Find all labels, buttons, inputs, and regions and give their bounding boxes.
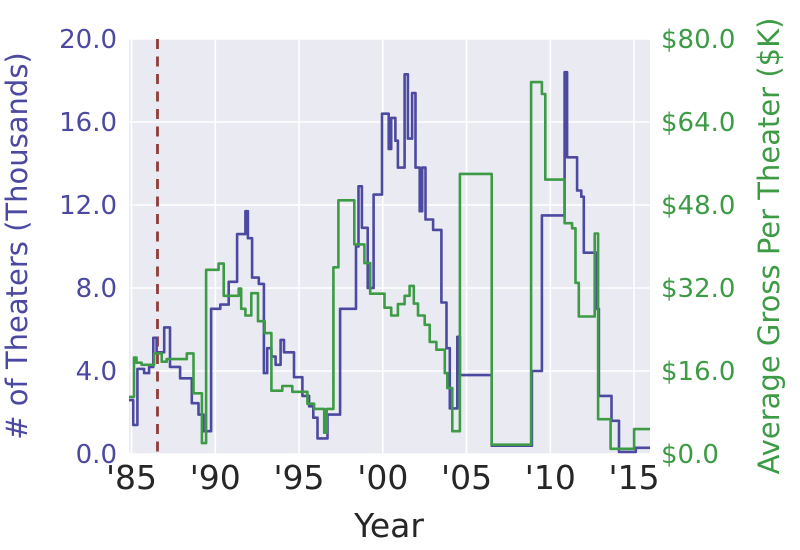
x-tick-label: '95 (273, 458, 324, 497)
right-axis-title: Average Gross Per Theater ($K) (752, 18, 786, 475)
x-tick-label: '10 (525, 458, 576, 497)
right-y-tick-label: $48.0 (661, 191, 735, 221)
x-tick-label: '90 (190, 458, 241, 497)
x-tick-label: '85 (106, 458, 157, 497)
x-tick-labels: '85 '90 '95 '00 '05 '10 '15 (106, 458, 660, 497)
left-y-tick-labels: 0.0 4.0 8.0 12.0 16.0 20.0 (59, 25, 117, 470)
left-y-tick-label: 12.0 (59, 191, 117, 221)
x-axis-title: Year (353, 506, 424, 545)
x-tick-label: '00 (357, 458, 408, 497)
right-y-tick-label: $16.0 (661, 357, 735, 387)
left-y-tick-label: 20.0 (59, 25, 117, 55)
x-tick-label: '05 (441, 458, 492, 497)
left-y-tick-label: 8.0 (76, 274, 117, 304)
left-axis-title: # of Theaters (Thousands) (0, 52, 34, 439)
left-y-tick-label: 4.0 (76, 357, 117, 387)
right-y-tick-label: $32.0 (661, 274, 735, 304)
left-y-tick-label: 0.0 (76, 440, 117, 470)
right-y-tick-labels: $0.0 $16.0 $32.0 $48.0 $64.0 $80.0 (661, 25, 735, 470)
gross-series-line (129, 80, 650, 451)
right-y-tick-label: $80.0 (661, 25, 735, 55)
left-y-tick-label: 16.0 (59, 108, 117, 138)
x-tick-label: '15 (609, 458, 660, 497)
right-y-tick-label: $64.0 (661, 108, 735, 138)
gridlines (129, 38, 650, 455)
right-y-tick-label: $0.0 (661, 440, 719, 470)
